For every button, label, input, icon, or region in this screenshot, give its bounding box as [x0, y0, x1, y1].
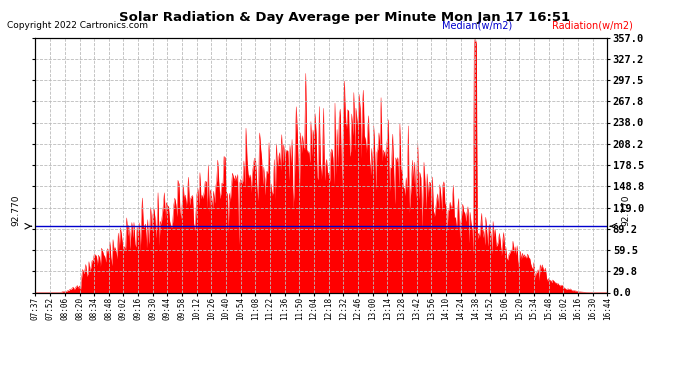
- Text: Radiation(w/m2): Radiation(w/m2): [552, 21, 633, 31]
- Text: 92.770: 92.770: [621, 195, 630, 226]
- Text: Solar Radiation & Day Average per Minute Mon Jan 17 16:51: Solar Radiation & Day Average per Minute…: [119, 11, 571, 24]
- Text: Median(w/m2): Median(w/m2): [442, 21, 512, 31]
- Text: 92.770: 92.770: [12, 195, 21, 226]
- Text: Copyright 2022 Cartronics.com: Copyright 2022 Cartronics.com: [7, 21, 148, 30]
